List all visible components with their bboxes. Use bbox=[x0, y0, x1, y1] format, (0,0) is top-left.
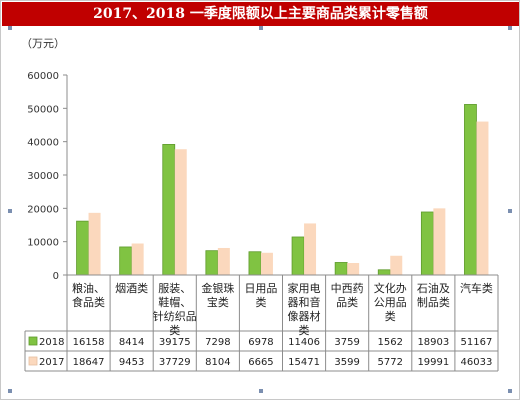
category-label-2-2: 针纺织品 bbox=[153, 309, 197, 323]
bar-2018-8 bbox=[420, 211, 434, 276]
bar-2018-7 bbox=[377, 269, 391, 276]
category-label-2-1: 鞋帽、 bbox=[158, 295, 191, 309]
value-2017-6: 3599 bbox=[334, 357, 359, 368]
y-tick-label-5: 50000 bbox=[27, 104, 59, 115]
resize-handle-bottom-center[interactable] bbox=[259, 389, 263, 393]
category-label-3-1: 宝类 bbox=[207, 295, 229, 309]
category-label-5-0: 家用电 bbox=[288, 281, 321, 295]
category-label-6-1: 品类 bbox=[336, 295, 358, 309]
value-2018-2: 39175 bbox=[159, 337, 191, 348]
value-2018-9: 51167 bbox=[461, 337, 493, 348]
category-label-5-3: 类 bbox=[299, 323, 310, 337]
value-2018-8: 18903 bbox=[417, 337, 449, 348]
bar-2017-5 bbox=[304, 223, 317, 275]
bar-2018-0 bbox=[76, 220, 89, 276]
value-2018-6: 3759 bbox=[334, 337, 359, 348]
category-label-6-0: 中西药 bbox=[331, 282, 364, 295]
bar-2017-2 bbox=[174, 149, 187, 275]
category-label-8-1: 制品类 bbox=[417, 295, 450, 309]
resize-handle-bottom-left[interactable] bbox=[8, 389, 12, 393]
category-label-9-0: 汽车类 bbox=[460, 281, 493, 295]
category-label-5-1: 器和音 bbox=[288, 295, 321, 309]
category-label-2-0: 服装、 bbox=[158, 282, 191, 295]
bar-2017-9 bbox=[476, 121, 489, 275]
value-2017-0: 18647 bbox=[73, 357, 105, 368]
bar-2018-4 bbox=[248, 251, 262, 276]
bar-2017-4 bbox=[260, 252, 273, 275]
bar-2018-9 bbox=[464, 104, 477, 276]
value-2017-8: 19991 bbox=[417, 357, 449, 368]
bar-2018-5 bbox=[291, 236, 305, 276]
y-tick-label-2: 20000 bbox=[27, 204, 59, 215]
resize-handle-top-left[interactable] bbox=[8, 26, 12, 30]
bar-2017-1 bbox=[131, 243, 144, 275]
value-2017-9: 46033 bbox=[461, 357, 493, 368]
category-label-7-0: 文化办 bbox=[374, 281, 407, 295]
y-axis-label: （万元） bbox=[21, 37, 65, 50]
legend-label-2017: 2017 bbox=[39, 357, 64, 368]
resize-handle-bottom-right[interactable] bbox=[508, 389, 512, 393]
category-label-3-0: 金银珠 bbox=[201, 281, 234, 295]
resize-handle-left-middle[interactable] bbox=[8, 209, 12, 213]
resize-handle-right-middle[interactable] bbox=[508, 209, 512, 213]
bar-2017-0 bbox=[88, 212, 101, 275]
title-bar: 2017、2018 一季度限额以上主要商品类累计零售额 bbox=[2, 2, 519, 26]
value-2017-3: 8104 bbox=[205, 357, 230, 368]
value-2018-3: 7298 bbox=[205, 337, 230, 348]
bar-2018-3 bbox=[205, 250, 219, 276]
y-tick-label-3: 30000 bbox=[27, 171, 59, 182]
category-label-7-1: 公用品 bbox=[374, 296, 407, 309]
bar-2017-6 bbox=[347, 263, 360, 275]
value-2018-1: 8414 bbox=[119, 337, 144, 348]
category-label-5-2: 像器材 bbox=[288, 309, 321, 323]
value-2017-7: 5772 bbox=[378, 357, 403, 368]
bar-2017-8 bbox=[433, 208, 446, 275]
bar-2017-7 bbox=[390, 255, 403, 275]
bar-2018-6 bbox=[334, 262, 348, 276]
value-2017-5: 15471 bbox=[288, 357, 320, 368]
legend-swatch-2018 bbox=[28, 336, 38, 346]
chart-title: 2017、2018 一季度限额以上主要商品类累计零售额 bbox=[93, 6, 428, 22]
bar-2018-2 bbox=[162, 144, 176, 276]
y-tick-label-4: 40000 bbox=[27, 138, 59, 149]
category-label-4-1: 类 bbox=[255, 295, 266, 309]
bar-2017-3 bbox=[217, 247, 230, 275]
category-label-4-0: 日用品 bbox=[244, 282, 277, 295]
y-tick-label-6: 60000 bbox=[27, 71, 59, 82]
category-label-0-0: 粮油、 bbox=[72, 281, 105, 295]
bar-2018-1 bbox=[119, 246, 133, 276]
value-2017-2: 37729 bbox=[159, 357, 191, 368]
value-2017-4: 6665 bbox=[248, 357, 273, 368]
resize-handle-top-center[interactable] bbox=[259, 26, 263, 30]
legend-label-2018: 2018 bbox=[39, 337, 64, 348]
value-2018-5: 11406 bbox=[288, 337, 320, 348]
legend-swatch-2017 bbox=[28, 356, 38, 366]
value-2017-1: 9453 bbox=[119, 357, 144, 368]
category-label-7-2: 类 bbox=[385, 309, 396, 323]
category-label-1-0: 烟酒类 bbox=[115, 281, 148, 295]
y-tick-label-0: 0 bbox=[53, 271, 59, 282]
y-tick-label-1: 10000 bbox=[27, 238, 59, 249]
value-2018-7: 1562 bbox=[378, 337, 403, 348]
category-label-2-3: 类 bbox=[169, 323, 180, 337]
category-label-8-0: 石油及 bbox=[417, 281, 450, 295]
value-2018-4: 6978 bbox=[248, 337, 273, 348]
resize-handle-top-right[interactable] bbox=[508, 26, 512, 30]
category-label-0-1: 食品类 bbox=[72, 295, 105, 309]
value-2018-0: 16158 bbox=[73, 337, 105, 348]
